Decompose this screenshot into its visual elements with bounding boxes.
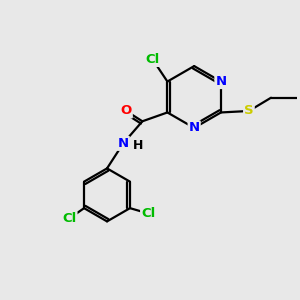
Text: H: H	[133, 139, 143, 152]
Text: S: S	[244, 104, 254, 118]
Text: N: N	[189, 122, 200, 134]
Text: Cl: Cl	[141, 207, 155, 220]
Text: O: O	[121, 104, 132, 118]
Text: N: N	[118, 137, 129, 150]
Text: Cl: Cl	[62, 212, 76, 225]
Text: Cl: Cl	[146, 53, 160, 66]
Text: N: N	[215, 75, 226, 88]
